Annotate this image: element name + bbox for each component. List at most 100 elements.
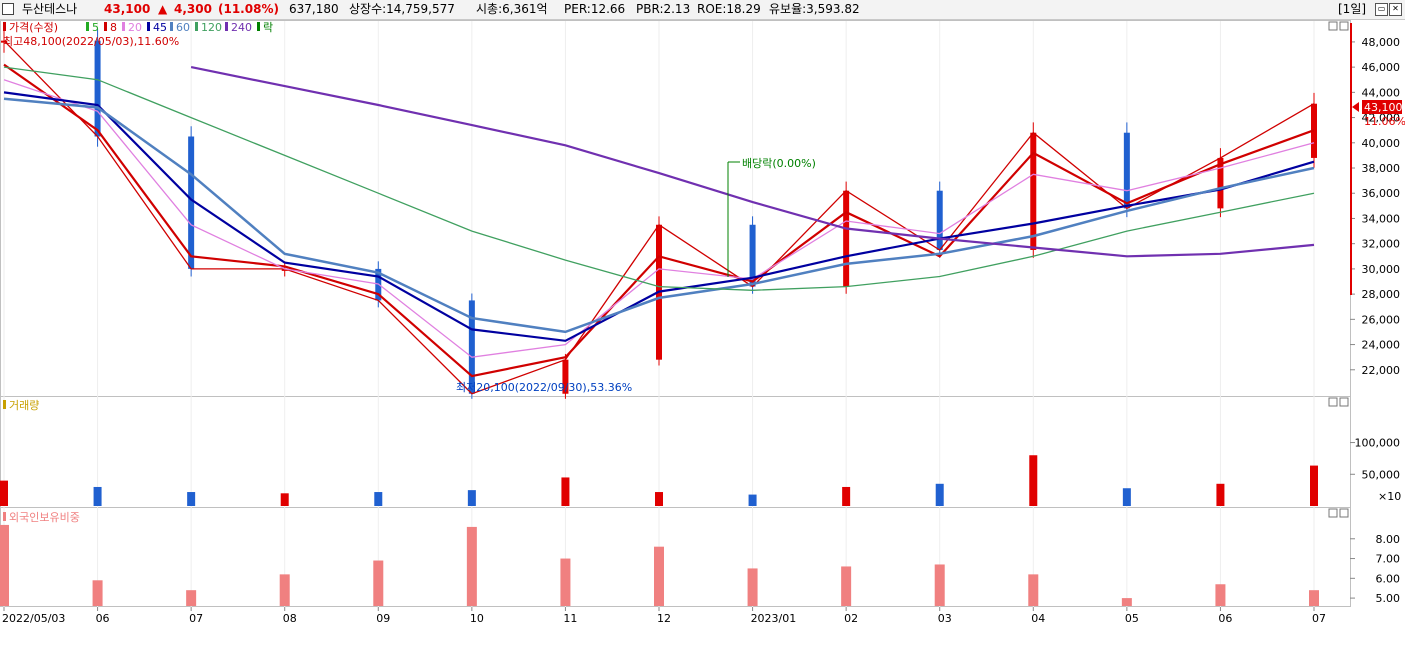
price-line-ma20 — [3, 79, 1315, 358]
price-tick-label: 38,000 — [1362, 162, 1401, 175]
legend-ma120: 120 — [201, 21, 222, 34]
price-candle — [281, 268, 288, 271]
volume-bar — [467, 490, 476, 506]
stock-select-checkbox[interactable] — [2, 3, 14, 15]
x-axis-ticks: 2022/05/03 06 07 08 09 10 11 12 2023/01 02 03 04 05 0… — [2, 607, 1326, 625]
price-tick-label: 22,000 — [1362, 364, 1401, 377]
date-tick-label: 02 — [844, 612, 858, 625]
foreign-tick-label: 6.00 — [1376, 572, 1401, 585]
price-tick-label: 32,000 — [1362, 238, 1401, 251]
trade-volume: 637,180 — [289, 2, 339, 16]
legend-price: 가격(수정) — [9, 21, 58, 34]
volume-tick-label: 50,000 — [1362, 468, 1401, 481]
date-tick-label: 12 — [657, 612, 671, 625]
foreign-ratio-bar — [1121, 598, 1132, 606]
price-candle — [562, 359, 569, 394]
current-price-arrow-icon — [1352, 102, 1359, 112]
foreign-ratio-bar — [654, 546, 664, 606]
foreign-ratio-bar — [466, 526, 477, 606]
date-tick-label: 07 — [189, 612, 203, 625]
volume-unit-label: ×10 — [1378, 490, 1401, 503]
price-panel-buttons[interactable] — [1328, 21, 1349, 31]
volume-bar — [93, 486, 102, 506]
price-tick-label: 30,000 — [1362, 263, 1401, 276]
restore-window-icon[interactable]: ▭ — [1375, 3, 1388, 16]
volume-bar — [374, 492, 383, 506]
price-line-ma60 — [3, 97, 1315, 334]
foreign-ratio-bar — [841, 566, 852, 606]
date-tick-label: 08 — [283, 612, 297, 625]
date-tick-label: 05 — [1125, 612, 1139, 625]
volume-bar — [0, 480, 8, 506]
price-candle — [936, 190, 943, 250]
price-legend: 가격(수정) 5 8 20 45 60 120 240 락 — [3, 21, 273, 34]
price-candle — [1030, 132, 1037, 250]
market-cap: 시총:6,361억 — [476, 2, 548, 16]
current-price-box — [1362, 100, 1402, 114]
price-line-close — [3, 40, 1315, 395]
date-tick-label: 09 — [376, 612, 390, 625]
price-candle — [1123, 132, 1130, 209]
foreign-tick-label: 5.00 — [1376, 592, 1401, 605]
volume-bar — [1029, 455, 1038, 506]
price-tick-label: 40,000 — [1362, 137, 1401, 150]
price-tick-label: 34,000 — [1362, 212, 1401, 225]
foreign-title: 외국인보유비중 — [9, 511, 80, 524]
stock-header-bar: 두산테스나 43,100 ▲ 4,300 (11.08%) 637,180 상장… — [0, 0, 1405, 20]
price-candle — [843, 190, 850, 287]
price-line-ma240 — [190, 66, 1315, 258]
legend-ma240: 240 — [231, 21, 252, 34]
legend-ma45: 45 — [153, 21, 167, 34]
date-tick-label: 06 — [1218, 612, 1232, 625]
volume-bar — [187, 492, 196, 506]
price-tick-label: 48,000 — [1362, 36, 1401, 49]
volume-bar — [1216, 483, 1225, 506]
up-arrow-icon: ▲ — [158, 2, 168, 16]
price-candle — [1217, 157, 1224, 209]
price-change: 4,300 — [174, 2, 212, 16]
moving-average-lines — [3, 40, 1315, 395]
close-window-icon[interactable]: ✕ — [1389, 3, 1402, 16]
foreign-ratio-bars — [0, 524, 1319, 606]
stock-chart[interactable]: 48,000 46,000 44,000 42,000 40,000 38,000 36,0… — [0, 19, 1405, 648]
foreign-ratio-bar — [1309, 590, 1319, 606]
volume-bar — [1310, 465, 1318, 506]
period-selector[interactable]: [1일] — [1338, 2, 1367, 16]
price-panel-frame — [0, 20, 1351, 397]
foreign-ratio-bar — [1028, 574, 1039, 606]
price-tick-label: 24,000 — [1362, 339, 1401, 352]
price-candle — [94, 40, 101, 137]
retention-ratio: 유보율:3,593.82 — [769, 2, 860, 16]
legend-ex-dividend: 락 — [263, 21, 273, 34]
price-candle — [188, 136, 195, 269]
current-pct-label: 11.06% — [1364, 115, 1405, 128]
volume-panel-buttons[interactable] — [1328, 397, 1349, 407]
roe-value: ROE:18.29 — [697, 2, 761, 16]
price-candle — [1, 40, 7, 43]
foreign-ratio-bar — [92, 580, 103, 606]
legend-ma8: 8 — [110, 21, 117, 34]
foreign-ratio-bar — [560, 558, 571, 606]
volume-bar — [748, 494, 757, 506]
legend-ma5: 5 — [92, 21, 99, 34]
low-price-annotation: 최저20,100(2022/09/30),53.36% — [456, 381, 632, 394]
price-tick-label: 46,000 — [1362, 61, 1401, 74]
foreign-ratio-bar — [934, 564, 945, 606]
volume-panel-frame — [0, 396, 1351, 508]
price-tick-label: 44,000 — [1362, 86, 1401, 99]
price-line-ma8 — [3, 63, 1315, 378]
foreign-ratio-bar — [186, 590, 197, 606]
foreign-title-swatch — [3, 512, 6, 521]
volume-tick-label: 100,000 — [1355, 437, 1401, 450]
legend-ma20: 20 — [128, 21, 142, 34]
stock-name[interactable]: 두산테스나 — [22, 2, 78, 16]
volume-bar — [935, 483, 944, 506]
date-tick-label: 2022/05/03 — [2, 612, 65, 625]
price-tick-label: 28,000 — [1362, 288, 1401, 301]
foreign-ratio-bar — [279, 574, 290, 606]
foreign-ratio-bar — [373, 560, 384, 606]
y-axis-ticks: 48,000 46,000 44,000 42,000 40,000 38,000 36,0… — [1350, 36, 1400, 605]
ex-dividend-annotation: 배당락(0.00%) — [742, 157, 816, 170]
date-tick-label: 04 — [1031, 612, 1045, 625]
foreign-panel-buttons[interactable] — [1328, 508, 1349, 518]
